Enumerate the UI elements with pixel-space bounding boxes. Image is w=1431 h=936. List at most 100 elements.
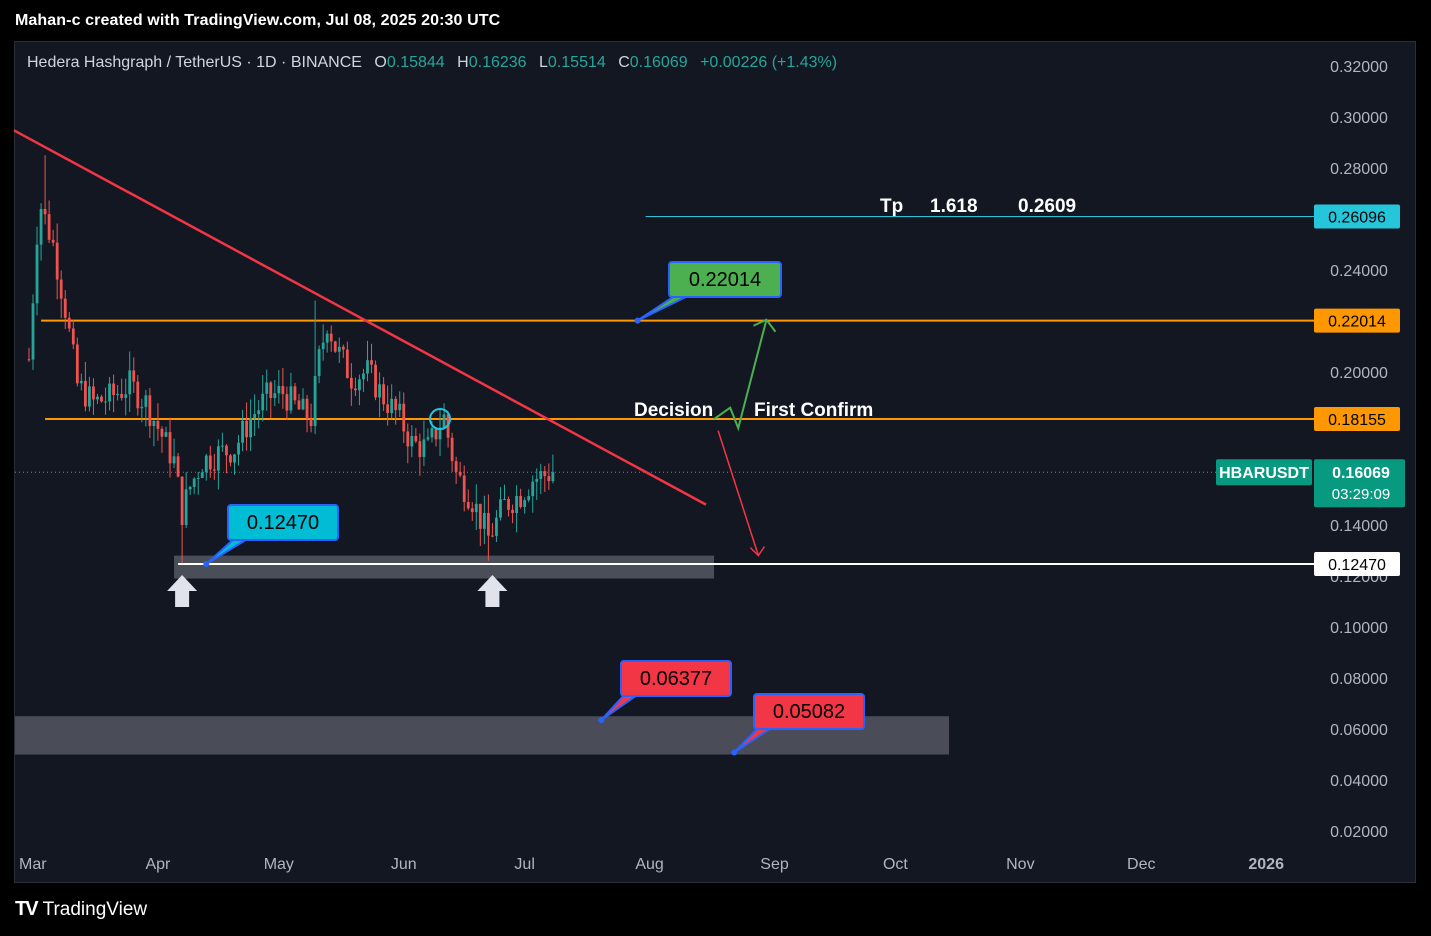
change-value: +0.00226 (+1.43%) [700, 54, 838, 71]
chart-caption: Mahan-c created with TradingView.com, Ju… [15, 12, 501, 29]
candle-body [112, 383, 115, 396]
candle-body [462, 475, 466, 503]
ohlc-legend[interactable]: Hedera Hashgraph / TetherUS · 1D · BINAN… [27, 54, 837, 72]
candle-body [273, 393, 277, 399]
candle-body [289, 386, 293, 411]
x-tick-label: May [264, 856, 294, 873]
x-tick-label: Oct [883, 856, 908, 873]
high-value: 0.16236 [468, 54, 527, 71]
candle-body [63, 298, 67, 318]
first-confirm-label: First Confirm [754, 400, 873, 421]
decision-label: Decision [634, 400, 713, 421]
candle-body [491, 535, 494, 537]
candle-body [293, 386, 297, 401]
tradingview-brand[interactable]: TV TradingView [15, 898, 147, 921]
x-tick-label: Aug [635, 856, 663, 873]
candle-body [39, 208, 43, 245]
candle-body [503, 499, 506, 501]
close-label: C [618, 54, 630, 71]
y-tick-label: 0.02000 [1330, 824, 1388, 841]
candle-body [474, 503, 478, 513]
y-tick-label: 0.14000 [1330, 518, 1388, 535]
candle-body [136, 381, 140, 409]
candle-body [208, 455, 212, 470]
candle-body [519, 495, 523, 507]
candle-body [237, 442, 240, 455]
candle-body [507, 499, 510, 510]
candle-body [442, 414, 446, 428]
callout-0-05082-text: 0.05082 [773, 701, 845, 723]
candle-body [382, 384, 386, 405]
candle-body [362, 373, 365, 380]
tp-ratio-label: 1.618 [930, 196, 978, 217]
candle-body [253, 414, 257, 418]
candle-body [515, 495, 518, 514]
support-price-tag: 0.12000 0.12470 [1314, 552, 1400, 586]
callout-0-05082[interactable]: 0.05082 [731, 693, 865, 756]
candle-body [132, 370, 136, 382]
candle-body [305, 398, 309, 419]
x-tick-label: Jun [391, 856, 417, 873]
candle-body [345, 349, 349, 378]
candle-body [83, 380, 87, 407]
bullish-arrow-head [753, 318, 777, 333]
candle-body [466, 502, 470, 509]
candle-body [176, 456, 180, 477]
candle-body [221, 445, 224, 447]
candle-body [374, 364, 377, 398]
candle-body [140, 406, 144, 409]
svg-text:HBARUSDT: HBARUSDT [1219, 465, 1309, 482]
candle-body [204, 455, 208, 473]
x-tick-label: Nov [1006, 856, 1034, 873]
candle-body [406, 431, 410, 447]
candle-body [192, 478, 196, 487]
tp-value-label: 0.2609 [1018, 196, 1076, 217]
x-axis[interactable]: Mar Apr May Jun Jul Aug Sep Oct Nov Dec 2026 [19, 856, 1284, 873]
x-tick-label: Apr [145, 856, 171, 873]
r1-price-tag: 0.18155 [1314, 407, 1400, 432]
candle-body [349, 377, 353, 389]
x-tick-label: Mar [19, 856, 47, 873]
candle-body [88, 386, 91, 407]
candle-body [297, 400, 301, 410]
candle-body [241, 420, 244, 443]
candle-body [160, 428, 164, 437]
tradingview-logo-icon: TV [15, 898, 39, 920]
callout-0-22014[interactable]: 0.22014 [634, 261, 782, 324]
candle-body [51, 239, 55, 243]
y-tick-label: 0.10000 [1330, 620, 1388, 637]
candle-body [47, 214, 51, 240]
y-axis[interactable]: 0.32000 0.30000 0.28000 0.24000 0.20000 0.140… [1330, 59, 1388, 841]
svg-text:0.22014: 0.22014 [1328, 314, 1386, 331]
callout-0-12470-text: 0.12470 [247, 512, 319, 534]
symbol-price-tag: HBARUSDT 0.16069 03:29:09 [1216, 459, 1405, 508]
low-label: L [539, 54, 548, 71]
candle-body [478, 503, 482, 529]
candle-body [152, 420, 156, 426]
candle-body [200, 472, 204, 479]
symbol-description[interactable]: Hedera Hashgraph / TetherUS · 1D · BINAN… [27, 54, 362, 71]
candle-body [285, 394, 289, 411]
candle-body [269, 382, 273, 399]
candle-body [422, 439, 426, 457]
candle-body [249, 417, 253, 438]
candle-body [100, 396, 103, 402]
candle-body [394, 398, 398, 411]
candle-body [495, 517, 498, 536]
candle-body [430, 428, 434, 438]
callout-0-06377[interactable]: 0.06377 [598, 660, 732, 724]
bar-countdown: 03:29:09 [1332, 486, 1390, 503]
price-chart[interactable]: Tp 1.618 0.2609 Decision First Confirm 0… [14, 41, 1416, 883]
candle-body [104, 401, 107, 403]
candle-body [543, 471, 547, 477]
callout-0-12470[interactable]: 0.12470 [203, 504, 339, 568]
candle-body [434, 428, 438, 440]
candle-body [450, 437, 454, 462]
candle-body [156, 420, 160, 429]
candle-body [79, 380, 83, 384]
descending-trendline[interactable] [14, 128, 707, 506]
candle-body [329, 333, 333, 342]
y-tick-label: 0.06000 [1330, 722, 1388, 739]
candle-body [71, 328, 75, 345]
candle-body [148, 395, 152, 426]
